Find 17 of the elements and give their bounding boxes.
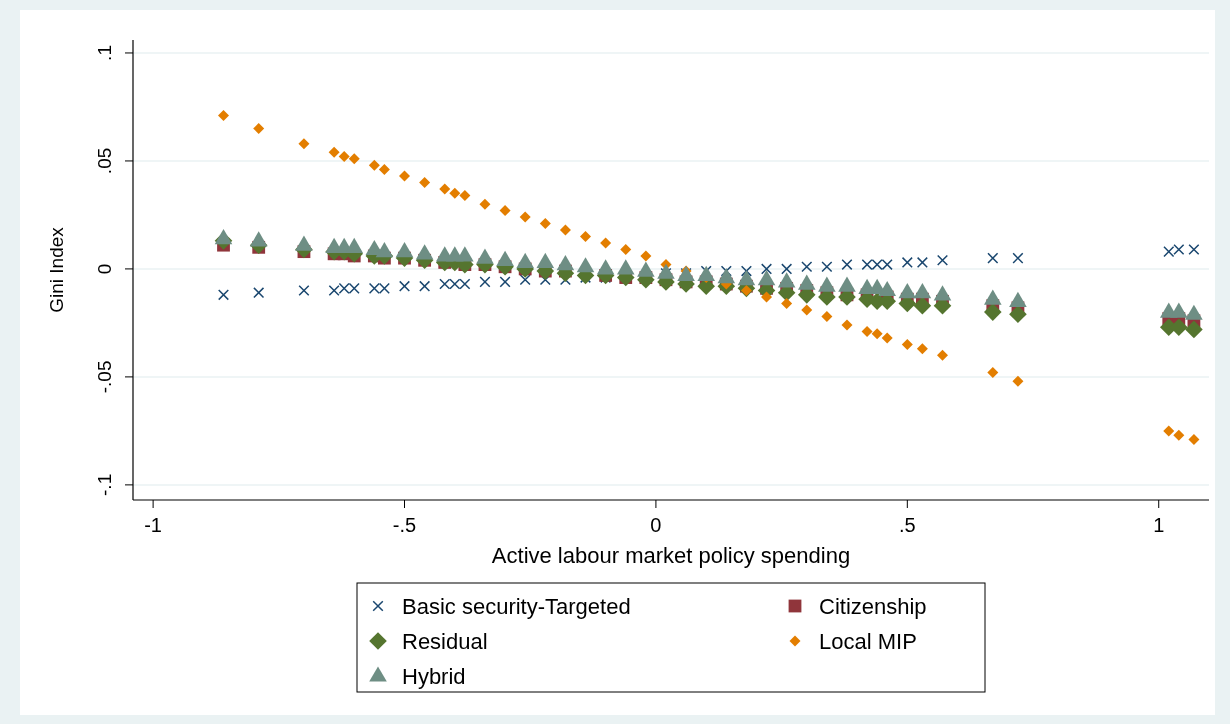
x-tick-label: 0 [650,514,662,536]
legend-label: Citizenship [819,594,927,619]
x-tick-label: -.5 [392,514,417,536]
y-tick-label: -.1 [94,473,115,496]
x-tick-label: -1 [144,514,163,536]
legend-label: Local MIP [819,629,917,654]
x-tick-label: .5 [898,514,916,536]
x-axis-title: Active labour market policy spending [491,543,851,568]
legend-label: Residual [402,629,488,654]
y-tick-label: .05 [94,147,115,175]
y-tick-label: .1 [94,45,115,61]
y-axis-title: Gini Index [46,226,67,313]
y-tick-label: 0 [94,263,115,275]
legend-label: Hybrid [402,664,466,689]
legend-label: Basic security-Targeted [402,594,631,619]
y-tick-label: -.05 [94,360,115,394]
x-tick-label: 1 [1153,514,1165,536]
